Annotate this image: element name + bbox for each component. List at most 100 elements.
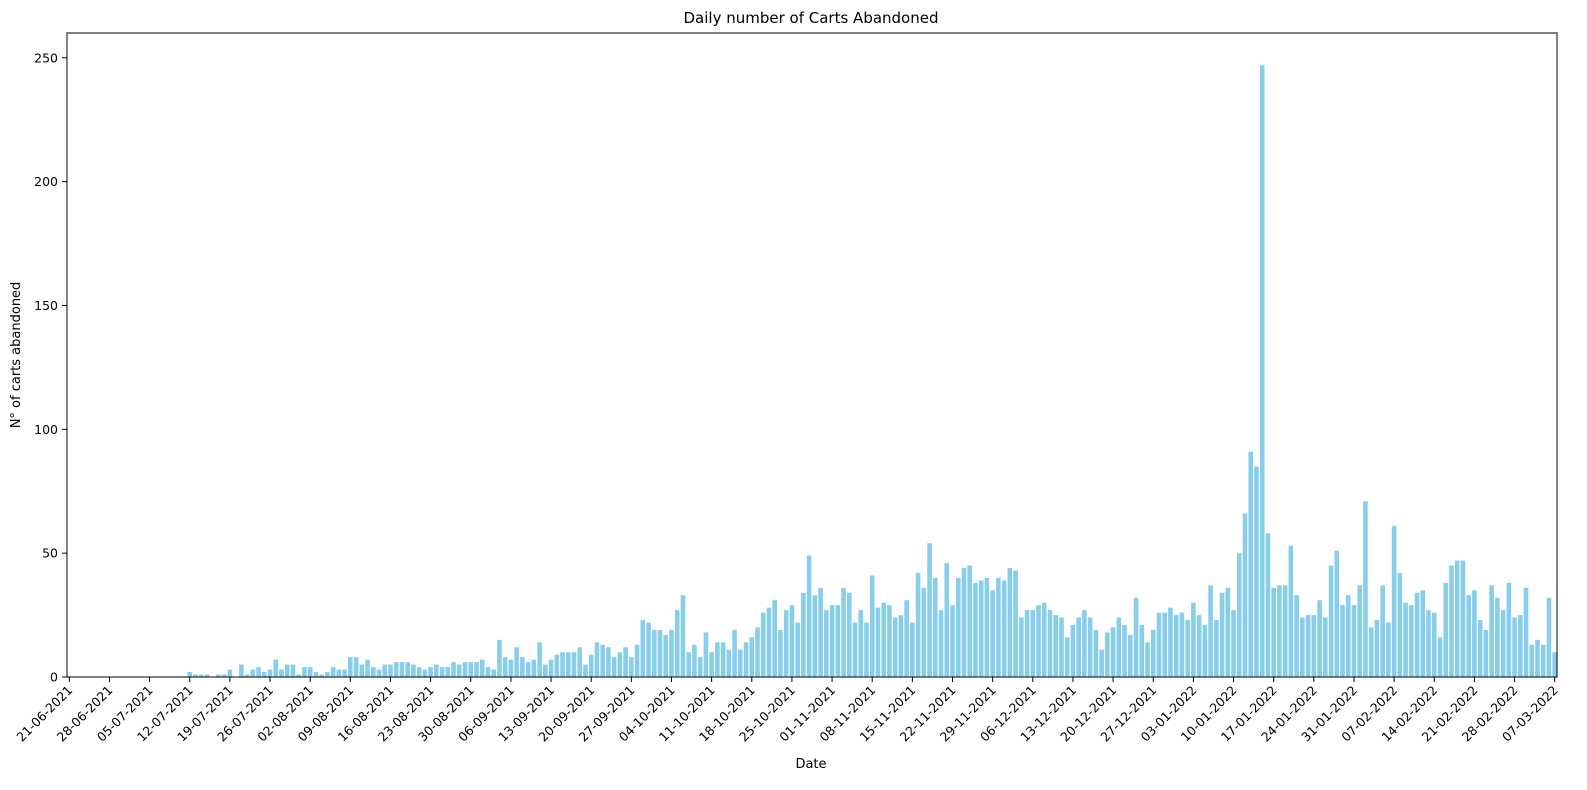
- bar: [1231, 610, 1236, 677]
- bar: [1162, 612, 1168, 677]
- bar: [1024, 610, 1030, 677]
- bar: [1345, 595, 1351, 677]
- bar: [984, 577, 990, 677]
- bar: [915, 572, 921, 677]
- bar: [978, 580, 984, 677]
- y-tick-label: 250: [34, 50, 58, 65]
- bar: [887, 605, 892, 677]
- bar: [1495, 597, 1500, 677]
- bar: [330, 667, 336, 677]
- bar: [1082, 610, 1087, 677]
- bar: [709, 652, 714, 677]
- bar: [422, 669, 428, 677]
- bar: [892, 617, 898, 677]
- bar: [944, 563, 950, 677]
- bar: [279, 669, 284, 677]
- bar: [1386, 622, 1391, 677]
- bar: [680, 595, 686, 677]
- bar: [824, 610, 829, 677]
- bar: [846, 592, 852, 677]
- bar: [256, 667, 261, 677]
- bar: [1500, 610, 1506, 677]
- bar: [927, 543, 932, 677]
- bar: [634, 644, 640, 677]
- bar: [1236, 553, 1242, 677]
- bar: [1466, 595, 1471, 677]
- bar: [193, 674, 198, 677]
- plot-frame: [66, 32, 1558, 678]
- bar: [1540, 644, 1546, 677]
- bar: [1403, 602, 1408, 677]
- bar: [1546, 597, 1552, 677]
- bar: [1191, 602, 1196, 677]
- bar: [1214, 620, 1219, 677]
- bar: [1512, 617, 1517, 677]
- bar: [227, 669, 233, 677]
- bar: [1076, 617, 1081, 677]
- bar: [353, 657, 359, 677]
- bar: [990, 590, 995, 677]
- bar: [858, 610, 864, 677]
- bar: [1053, 615, 1059, 677]
- bar: [720, 642, 726, 677]
- bar: [1351, 605, 1357, 677]
- bar: [743, 642, 749, 677]
- bar: [1225, 587, 1231, 677]
- bar: [1426, 610, 1431, 677]
- bar: [319, 674, 324, 677]
- bar: [1311, 615, 1317, 677]
- bar: [239, 664, 244, 677]
- bar: [1300, 617, 1305, 677]
- bar: [686, 652, 691, 677]
- bar: [1248, 451, 1254, 677]
- bar: [1196, 615, 1202, 677]
- bar: [342, 669, 347, 677]
- bar: [1202, 624, 1208, 677]
- bar: [967, 565, 973, 677]
- bar: [1128, 634, 1133, 677]
- bar: [778, 629, 783, 677]
- bar: [296, 674, 301, 677]
- bar: [302, 667, 307, 677]
- bar: [187, 672, 193, 677]
- bar: [1489, 585, 1494, 677]
- bar: [818, 587, 823, 677]
- bar: [479, 659, 485, 677]
- bar: [284, 664, 290, 677]
- bar: [462, 662, 468, 677]
- bar: [801, 592, 806, 677]
- bar: [1242, 513, 1248, 677]
- bar: [359, 664, 365, 677]
- bar: [382, 664, 388, 677]
- bar: [789, 605, 795, 677]
- bar: [1150, 629, 1156, 677]
- bar: [336, 669, 342, 677]
- bar: [1064, 637, 1070, 677]
- bar: [1529, 644, 1535, 677]
- bar: [1477, 620, 1483, 677]
- y-axis: 0 50 100 150 200 250: [34, 50, 67, 685]
- bar: [411, 664, 416, 677]
- bar: [577, 647, 583, 677]
- bar: [1099, 649, 1104, 677]
- bar: [1518, 615, 1523, 677]
- bar: [1420, 590, 1426, 677]
- bar: [348, 657, 353, 677]
- bar: [651, 629, 657, 677]
- bar: [1168, 607, 1173, 677]
- bar: [216, 674, 221, 677]
- bar: [1294, 595, 1299, 677]
- bar: [1041, 602, 1047, 677]
- bar: [439, 667, 445, 677]
- bar: [250, 669, 256, 677]
- bar: [715, 642, 720, 677]
- bar: [434, 664, 439, 677]
- bar: [1110, 627, 1116, 677]
- bar: [445, 667, 451, 677]
- bar: [365, 659, 370, 677]
- bar: [852, 622, 858, 677]
- bar: [1414, 592, 1420, 677]
- bar: [726, 649, 732, 677]
- bar: [1380, 585, 1385, 677]
- bar: [388, 664, 393, 677]
